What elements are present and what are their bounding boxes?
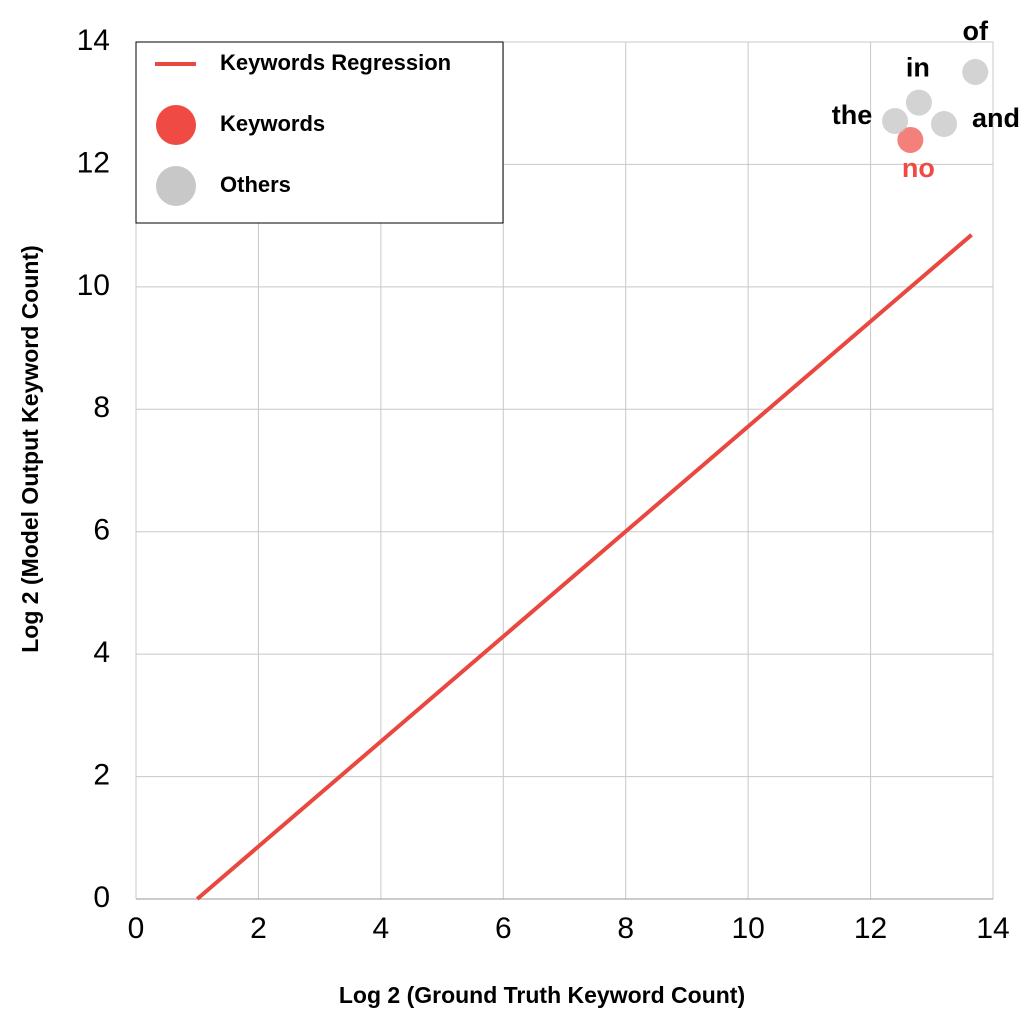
y-tick-label: 2 <box>93 758 110 791</box>
point <box>897 126 924 153</box>
point-label: the <box>832 100 873 130</box>
point <box>962 58 989 85</box>
y-tick-label: 8 <box>93 391 110 424</box>
y-tick-label: 6 <box>93 514 110 547</box>
point <box>905 89 932 116</box>
x-tick-label: 4 <box>373 912 390 945</box>
point-label: and <box>972 103 1020 133</box>
y-tick-label: 14 <box>77 24 110 57</box>
y-tick-label: 10 <box>77 269 110 302</box>
point-label: of <box>963 16 989 46</box>
x-axis-label: Log 2 (Ground Truth Keyword Count) <box>339 982 745 1008</box>
x-tick-label: 0 <box>128 912 145 945</box>
point <box>931 111 958 138</box>
legend-label: Keywords Regression <box>220 50 451 75</box>
legend-marker <box>156 105 196 145</box>
x-tick-label: 12 <box>854 912 887 945</box>
x-tick-label: 2 <box>250 912 267 945</box>
x-tick-label: 14 <box>976 912 1009 945</box>
point-label: no <box>902 153 935 183</box>
x-tick-label: 10 <box>731 912 764 945</box>
point <box>882 107 909 134</box>
legend-box <box>135 41 504 224</box>
y-tick-label: 0 <box>93 881 110 914</box>
y-tick-label: 12 <box>77 146 110 179</box>
point-label: in <box>906 53 930 83</box>
y-axis-label: Log 2 (Model Output Keyword Count) <box>17 245 43 653</box>
x-tick-label: 6 <box>495 912 512 945</box>
y-tick-label: 4 <box>93 636 110 669</box>
legend-label: Keywords <box>220 111 325 136</box>
regression-line <box>195 233 973 901</box>
x-tick-label: 8 <box>617 912 634 945</box>
legend-marker <box>156 166 196 206</box>
legend-label: Others <box>220 172 291 197</box>
